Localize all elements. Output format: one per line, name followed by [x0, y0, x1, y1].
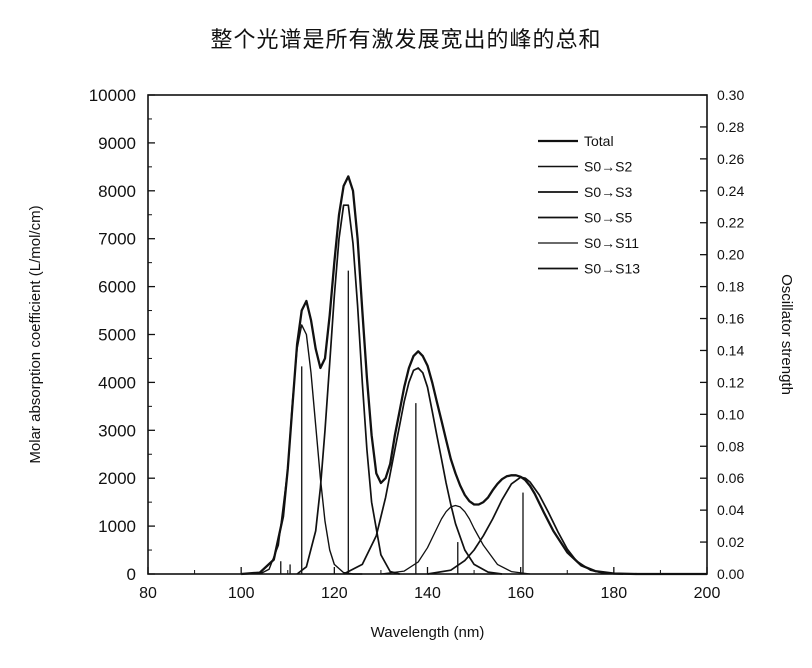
x-tick-label-4: 160 — [507, 585, 534, 602]
y-tick-label-5: 5000 — [98, 326, 136, 345]
y2-tick-label-15: 0.30 — [717, 87, 744, 103]
y-tick-label-3: 3000 — [98, 421, 136, 440]
legend: Total S0→S2 S0→S3 S0→S5 S0→S11 S0→S13 — [538, 133, 640, 277]
y-tick-label-7: 7000 — [98, 230, 136, 249]
y2-tick-label-11: 0.22 — [717, 215, 744, 231]
y-tick-label-0: 0 — [127, 565, 136, 584]
series-line-4 — [380, 504, 531, 575]
series-line-1 — [259, 324, 363, 575]
series-line-5 — [427, 476, 624, 575]
y-tick-label-4: 4000 — [98, 373, 136, 392]
x-tick-label-1: 100 — [228, 585, 255, 602]
y2-tick-label-10: 0.20 — [717, 247, 744, 263]
y2-tick-label-14: 0.28 — [717, 119, 744, 135]
y-tick-label-8: 8000 — [98, 182, 136, 201]
y2-tick-label-9: 0.18 — [717, 279, 744, 295]
y-axis-right: 0.00 0.02 0.04 0.06 0.08 0.10 0.12 0.14 0.16 0.18… — [700, 87, 744, 582]
y2-tick-label-0: 0.00 — [717, 566, 744, 582]
y2-tick-label-3: 0.06 — [717, 470, 744, 486]
series-line-2 — [296, 204, 400, 575]
oscillator-sticks — [280, 270, 524, 574]
y-tick-label-1: 1000 — [98, 517, 136, 536]
series-line-0 — [241, 175, 707, 576]
series-lines — [241, 175, 707, 576]
series-line-3 — [343, 367, 503, 575]
y2-tick-label-12: 0.24 — [717, 183, 744, 199]
chart-title: 整个光谱是所有激发展宽出的峰的总和 — [210, 28, 602, 53]
y-tick-label-6: 6000 — [98, 278, 136, 297]
y2-tick-label-8: 0.16 — [717, 311, 744, 327]
x-tick-label-3: 140 — [414, 585, 441, 602]
legend-label-1: S0→S2 — [584, 159, 632, 175]
legend-label-0: Total — [584, 133, 614, 149]
legend-label-2: S0→S3 — [584, 184, 632, 200]
legend-label-3: S0→S5 — [584, 210, 632, 226]
y2-tick-label-4: 0.08 — [717, 438, 744, 454]
y-axis-label: Molar absorption coefficient (L/mol/cm) — [27, 205, 44, 463]
legend-label-4: S0→S11 — [584, 235, 639, 251]
y-tick-label-2: 2000 — [98, 469, 136, 488]
x-tick-label-5: 180 — [600, 585, 627, 602]
x-tick-label-6: 200 — [694, 585, 721, 602]
y2-tick-label-13: 0.26 — [717, 151, 744, 167]
x-axis: 80 100 120 140 160 180 200 — [139, 567, 720, 602]
y2-tick-label-1: 0.02 — [717, 534, 744, 550]
y2-tick-label-6: 0.12 — [717, 374, 744, 390]
legend-label-5: S0→S13 — [584, 261, 640, 277]
x-tick-label-2: 120 — [321, 585, 348, 602]
y-tick-label-10: 10000 — [89, 86, 136, 105]
x-axis-label: Wavelength (nm) — [371, 624, 485, 641]
y2-tick-label-5: 0.10 — [717, 406, 744, 422]
y2-tick-label-7: 0.14 — [717, 342, 744, 358]
y-tick-label-9: 9000 — [98, 134, 136, 153]
y-axis-left: 0 1000 2000 3000 4000 5000 6000 7000 8000 9000 100… — [89, 86, 155, 584]
x-tick-label-0: 80 — [139, 585, 157, 602]
y2-axis-label: Oscillator strength — [778, 274, 795, 395]
y2-tick-label-2: 0.04 — [717, 502, 744, 518]
